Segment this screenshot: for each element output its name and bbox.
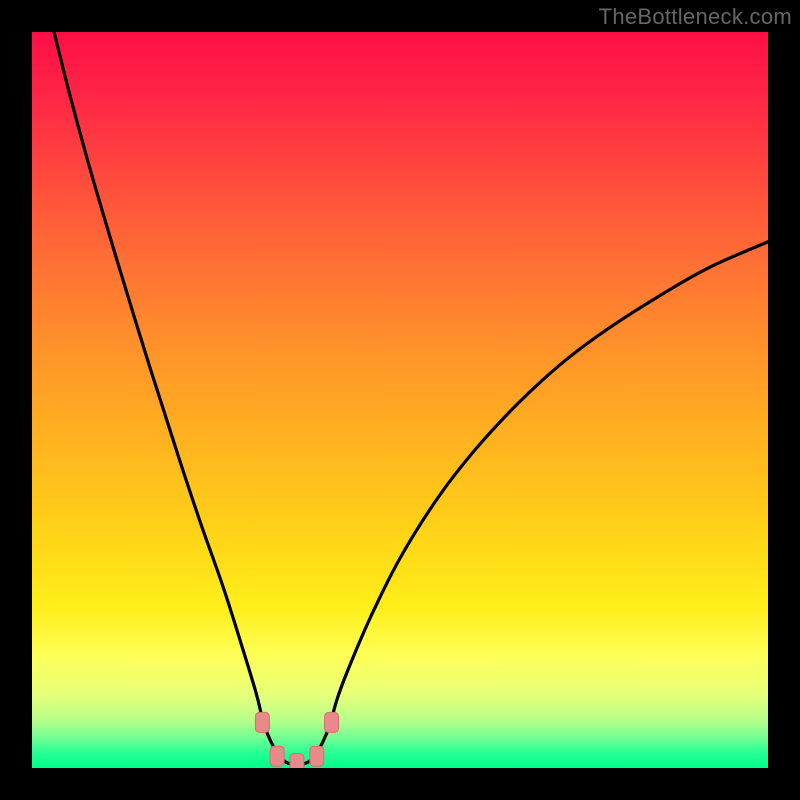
valley-marker — [255, 712, 269, 732]
marker-layer — [255, 712, 338, 768]
valley-marker — [270, 746, 284, 766]
bottleneck-curve — [54, 32, 768, 765]
chart-overlay — [32, 32, 768, 768]
valley-marker — [325, 712, 339, 732]
plot-area — [32, 32, 768, 768]
watermark-text: TheBottleneck.com — [599, 4, 792, 30]
chart-container: TheBottleneck.com — [0, 0, 800, 800]
valley-marker — [310, 746, 324, 766]
valley-marker — [290, 754, 304, 768]
curve-layer — [54, 32, 768, 765]
